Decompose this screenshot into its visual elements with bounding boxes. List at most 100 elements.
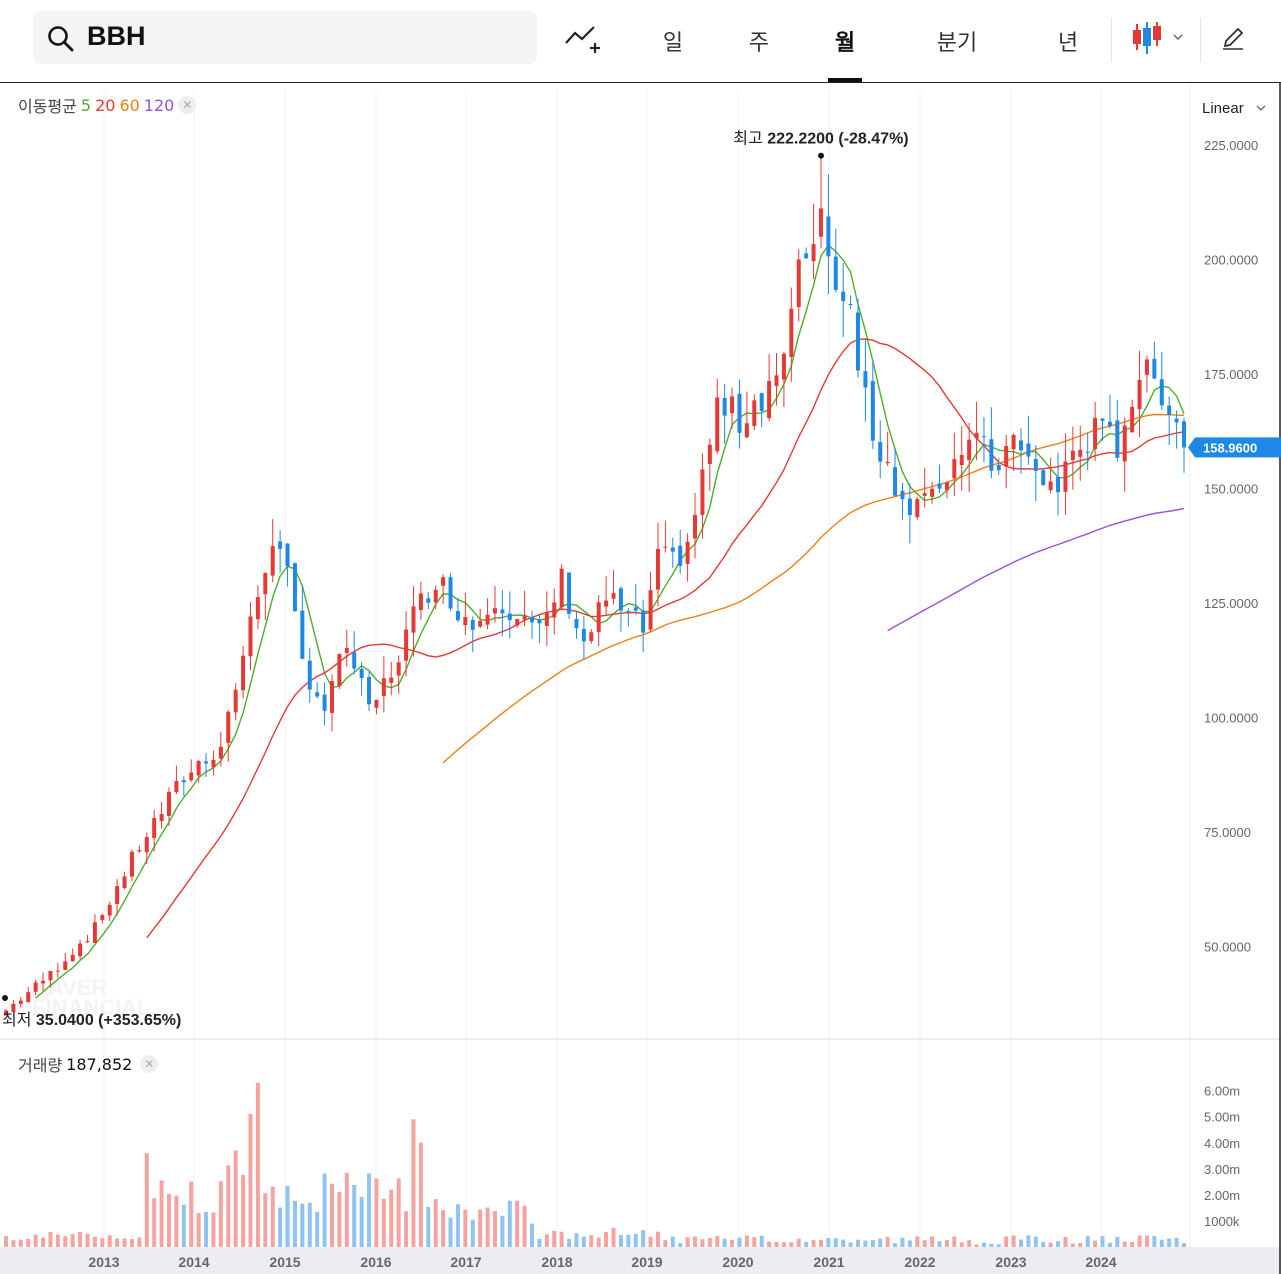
candle-body bbox=[159, 814, 164, 821]
volume-bar bbox=[404, 1211, 409, 1247]
candle bbox=[307, 647, 312, 703]
add-indicator-button[interactable] bbox=[560, 18, 604, 58]
volume-bar bbox=[26, 1238, 31, 1247]
volume-bar bbox=[470, 1219, 475, 1247]
volume-bar bbox=[685, 1237, 690, 1247]
tab-quarter[interactable]: 분기 bbox=[936, 31, 978, 56]
search-query: BBH bbox=[87, 21, 146, 51]
volume-bar bbox=[693, 1236, 698, 1247]
scale-mode-dropdown[interactable]: Linear bbox=[1202, 100, 1268, 117]
volume-bar bbox=[796, 1238, 801, 1247]
candle bbox=[18, 996, 23, 1008]
x-tick-label: 2023 bbox=[995, 1254, 1026, 1270]
candle bbox=[530, 610, 535, 639]
chevron-down-icon bbox=[1256, 105, 1266, 111]
candle bbox=[404, 611, 409, 677]
candle bbox=[166, 787, 171, 826]
candle bbox=[485, 598, 490, 630]
volume-bar bbox=[337, 1192, 342, 1247]
candle-body bbox=[974, 432, 979, 439]
candle bbox=[1026, 415, 1031, 465]
candle bbox=[70, 948, 75, 962]
candle bbox=[255, 585, 260, 629]
candle-body bbox=[1019, 440, 1024, 451]
close-icon[interactable]: ✕ bbox=[178, 96, 197, 114]
candle-body bbox=[989, 439, 994, 471]
candle-body bbox=[670, 547, 675, 552]
watermark-text: NAVER bbox=[32, 975, 107, 1000]
candle-body bbox=[1048, 481, 1053, 491]
volume-bar bbox=[329, 1183, 334, 1247]
candle bbox=[1167, 396, 1172, 445]
draw-button[interactable] bbox=[1216, 18, 1250, 58]
volume-bar bbox=[989, 1243, 994, 1247]
volume-bar bbox=[581, 1236, 586, 1247]
volume-bar bbox=[974, 1244, 979, 1247]
volume-bar bbox=[367, 1173, 372, 1247]
volume-bar bbox=[1152, 1236, 1157, 1247]
tab-week[interactable]: 주 bbox=[748, 31, 770, 56]
candle bbox=[737, 379, 742, 449]
candle-body bbox=[322, 694, 327, 711]
volume-bar bbox=[11, 1240, 16, 1247]
candle bbox=[981, 417, 986, 463]
volume-bar bbox=[70, 1234, 75, 1247]
tab-month[interactable]: 월 bbox=[828, 0, 862, 82]
candle-body bbox=[678, 545, 683, 566]
volume-bar bbox=[233, 1150, 238, 1247]
volume-bar bbox=[567, 1238, 572, 1247]
candle-body bbox=[893, 467, 898, 496]
candle-body bbox=[1093, 417, 1098, 450]
candle-body bbox=[744, 423, 749, 438]
volume-bar bbox=[433, 1198, 438, 1247]
candle-body bbox=[693, 514, 698, 539]
candle-body bbox=[1011, 435, 1016, 450]
candle bbox=[937, 464, 942, 493]
candle-body bbox=[448, 577, 453, 609]
candle-body bbox=[1100, 418, 1105, 421]
candle bbox=[818, 157, 823, 249]
volume-bar bbox=[174, 1195, 179, 1247]
candle-body bbox=[1159, 379, 1164, 406]
chart-type-dropdown[interactable] bbox=[1128, 18, 1188, 58]
candle-body bbox=[389, 677, 394, 683]
candle-body bbox=[329, 681, 334, 713]
volume-bar bbox=[1056, 1241, 1061, 1247]
candle-body bbox=[915, 499, 920, 518]
search-input[interactable]: BBH bbox=[33, 11, 537, 64]
candle-body bbox=[811, 244, 816, 262]
candle bbox=[78, 939, 83, 960]
volume-bar bbox=[211, 1212, 216, 1247]
candle bbox=[63, 952, 68, 971]
tab-day[interactable]: 일 bbox=[662, 31, 684, 56]
volume-bar bbox=[552, 1230, 557, 1247]
tab-year[interactable]: 년 bbox=[1057, 31, 1079, 56]
candle bbox=[641, 600, 646, 653]
volume-bar bbox=[1093, 1240, 1098, 1247]
candle bbox=[1144, 355, 1149, 393]
candle bbox=[781, 352, 786, 408]
volume-bar bbox=[448, 1217, 453, 1247]
volume-bar bbox=[789, 1242, 794, 1247]
candle bbox=[196, 759, 201, 783]
candle bbox=[329, 674, 334, 732]
candle-body bbox=[181, 780, 186, 783]
candle bbox=[1004, 434, 1009, 489]
volume-bar bbox=[670, 1236, 675, 1247]
volume-bar bbox=[285, 1185, 290, 1247]
candle-body bbox=[1063, 461, 1068, 492]
toolbar: BBH 일 주 월 분기 년 bbox=[0, 0, 1281, 83]
ma5-label: 5 bbox=[80, 95, 92, 115]
volume-bar bbox=[396, 1178, 401, 1247]
volume-bar bbox=[744, 1235, 749, 1247]
candle-body bbox=[767, 381, 772, 419]
ma20-label: 20 bbox=[95, 95, 116, 115]
volume-bar bbox=[218, 1181, 223, 1247]
close-icon[interactable]: ✕ bbox=[140, 1055, 159, 1073]
candle-body bbox=[315, 692, 320, 697]
candle bbox=[367, 671, 372, 711]
candle-body bbox=[218, 746, 223, 759]
candle bbox=[1063, 433, 1068, 515]
volume-bar bbox=[930, 1236, 935, 1247]
